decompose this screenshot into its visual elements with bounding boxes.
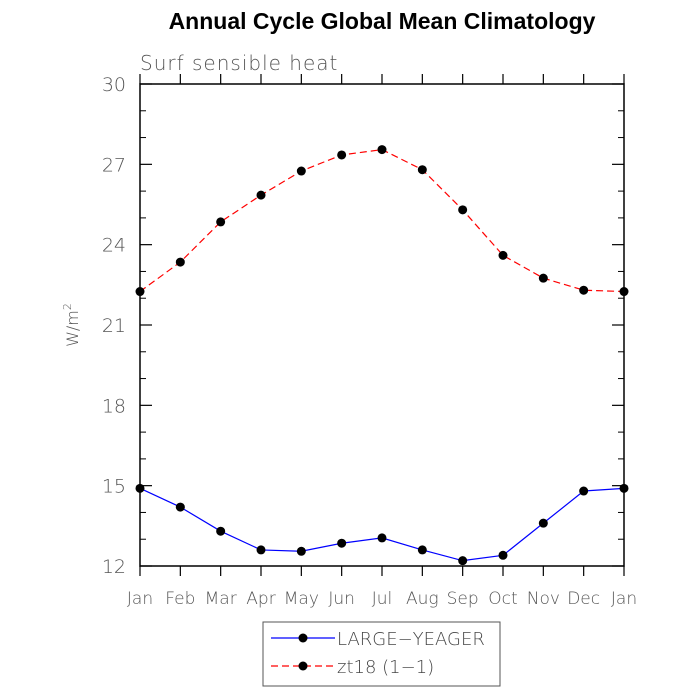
data-point <box>337 150 347 160</box>
series-line <box>139 487 625 562</box>
data-point <box>175 502 185 512</box>
y-axis-label-superscript: 2 <box>61 303 74 310</box>
data-point <box>458 556 468 566</box>
y-axis: 12 15 18 21 24 27 30 <box>102 74 624 578</box>
y-axis-label: W/m2 <box>61 303 82 347</box>
y-tick-label: 27 <box>102 154 126 176</box>
data-point <box>377 145 387 155</box>
plot-frame <box>139 83 625 567</box>
legend-box <box>262 621 501 687</box>
y-tick-label: 24 <box>102 235 126 257</box>
x-tick-label: Apr <box>246 589 275 609</box>
data-point <box>135 483 145 493</box>
x-tick-label: Jun <box>328 589 355 609</box>
data-point <box>417 165 427 175</box>
series-line <box>139 148 625 293</box>
data-point <box>296 166 306 176</box>
x-tick-label: Nov <box>527 589 560 609</box>
series-2 <box>135 145 629 297</box>
data-point <box>538 273 548 283</box>
x-tick-label: Aug <box>406 589 439 609</box>
y-axis-label-unit: W/m <box>63 310 82 347</box>
x-tick-label: Dec <box>567 589 600 609</box>
x-axis: Jan Feb Mar Apr May Jun Jul Aug Sep Oct Nov Dec Jan <box>127 74 637 609</box>
x-tick-label: Feb <box>165 589 195 609</box>
x-tick-label: Jan <box>611 589 637 609</box>
data-point <box>417 545 427 555</box>
chart-title: Annual Cycle Global Mean Climatology <box>168 8 596 34</box>
legend-label: zt18 (1−1) <box>337 657 434 678</box>
data-point <box>256 190 266 200</box>
data-point <box>458 205 468 215</box>
data-point <box>579 285 589 295</box>
data-point <box>538 518 548 528</box>
legend-marker <box>298 633 308 643</box>
data-point <box>135 287 145 297</box>
y-tick-label: 18 <box>102 395 126 417</box>
data-point <box>619 287 629 297</box>
chart-subtitle: Surf sensible heat <box>140 51 338 75</box>
legend-label: LARGE−YEAGER <box>337 629 485 650</box>
x-tick-label: May <box>284 589 319 609</box>
series-1 <box>135 483 629 566</box>
data-point <box>175 257 185 267</box>
data-point <box>296 546 306 556</box>
x-tick-label: Jan <box>127 589 153 609</box>
data-point <box>256 545 266 555</box>
y-tick-label: 21 <box>102 315 126 337</box>
data-point <box>498 250 508 260</box>
y-tick-label: 30 <box>102 74 126 96</box>
x-tick-label: Jul <box>372 589 393 609</box>
series-layer <box>135 145 629 566</box>
legend-marker <box>298 661 308 671</box>
x-tick-label: Mar <box>205 589 237 609</box>
y-tick-label: 12 <box>102 556 126 578</box>
data-point <box>216 526 226 536</box>
x-tick-label: Oct <box>488 589 517 609</box>
x-tick-label: Sep <box>447 589 479 609</box>
data-point <box>498 550 508 560</box>
data-point <box>216 217 226 227</box>
data-point <box>377 533 387 543</box>
legend: LARGE−YEAGER zt18 (1−1) <box>262 621 501 687</box>
data-point <box>619 483 629 493</box>
data-point <box>337 538 347 548</box>
data-point <box>579 486 589 496</box>
y-tick-label: 15 <box>102 476 126 498</box>
